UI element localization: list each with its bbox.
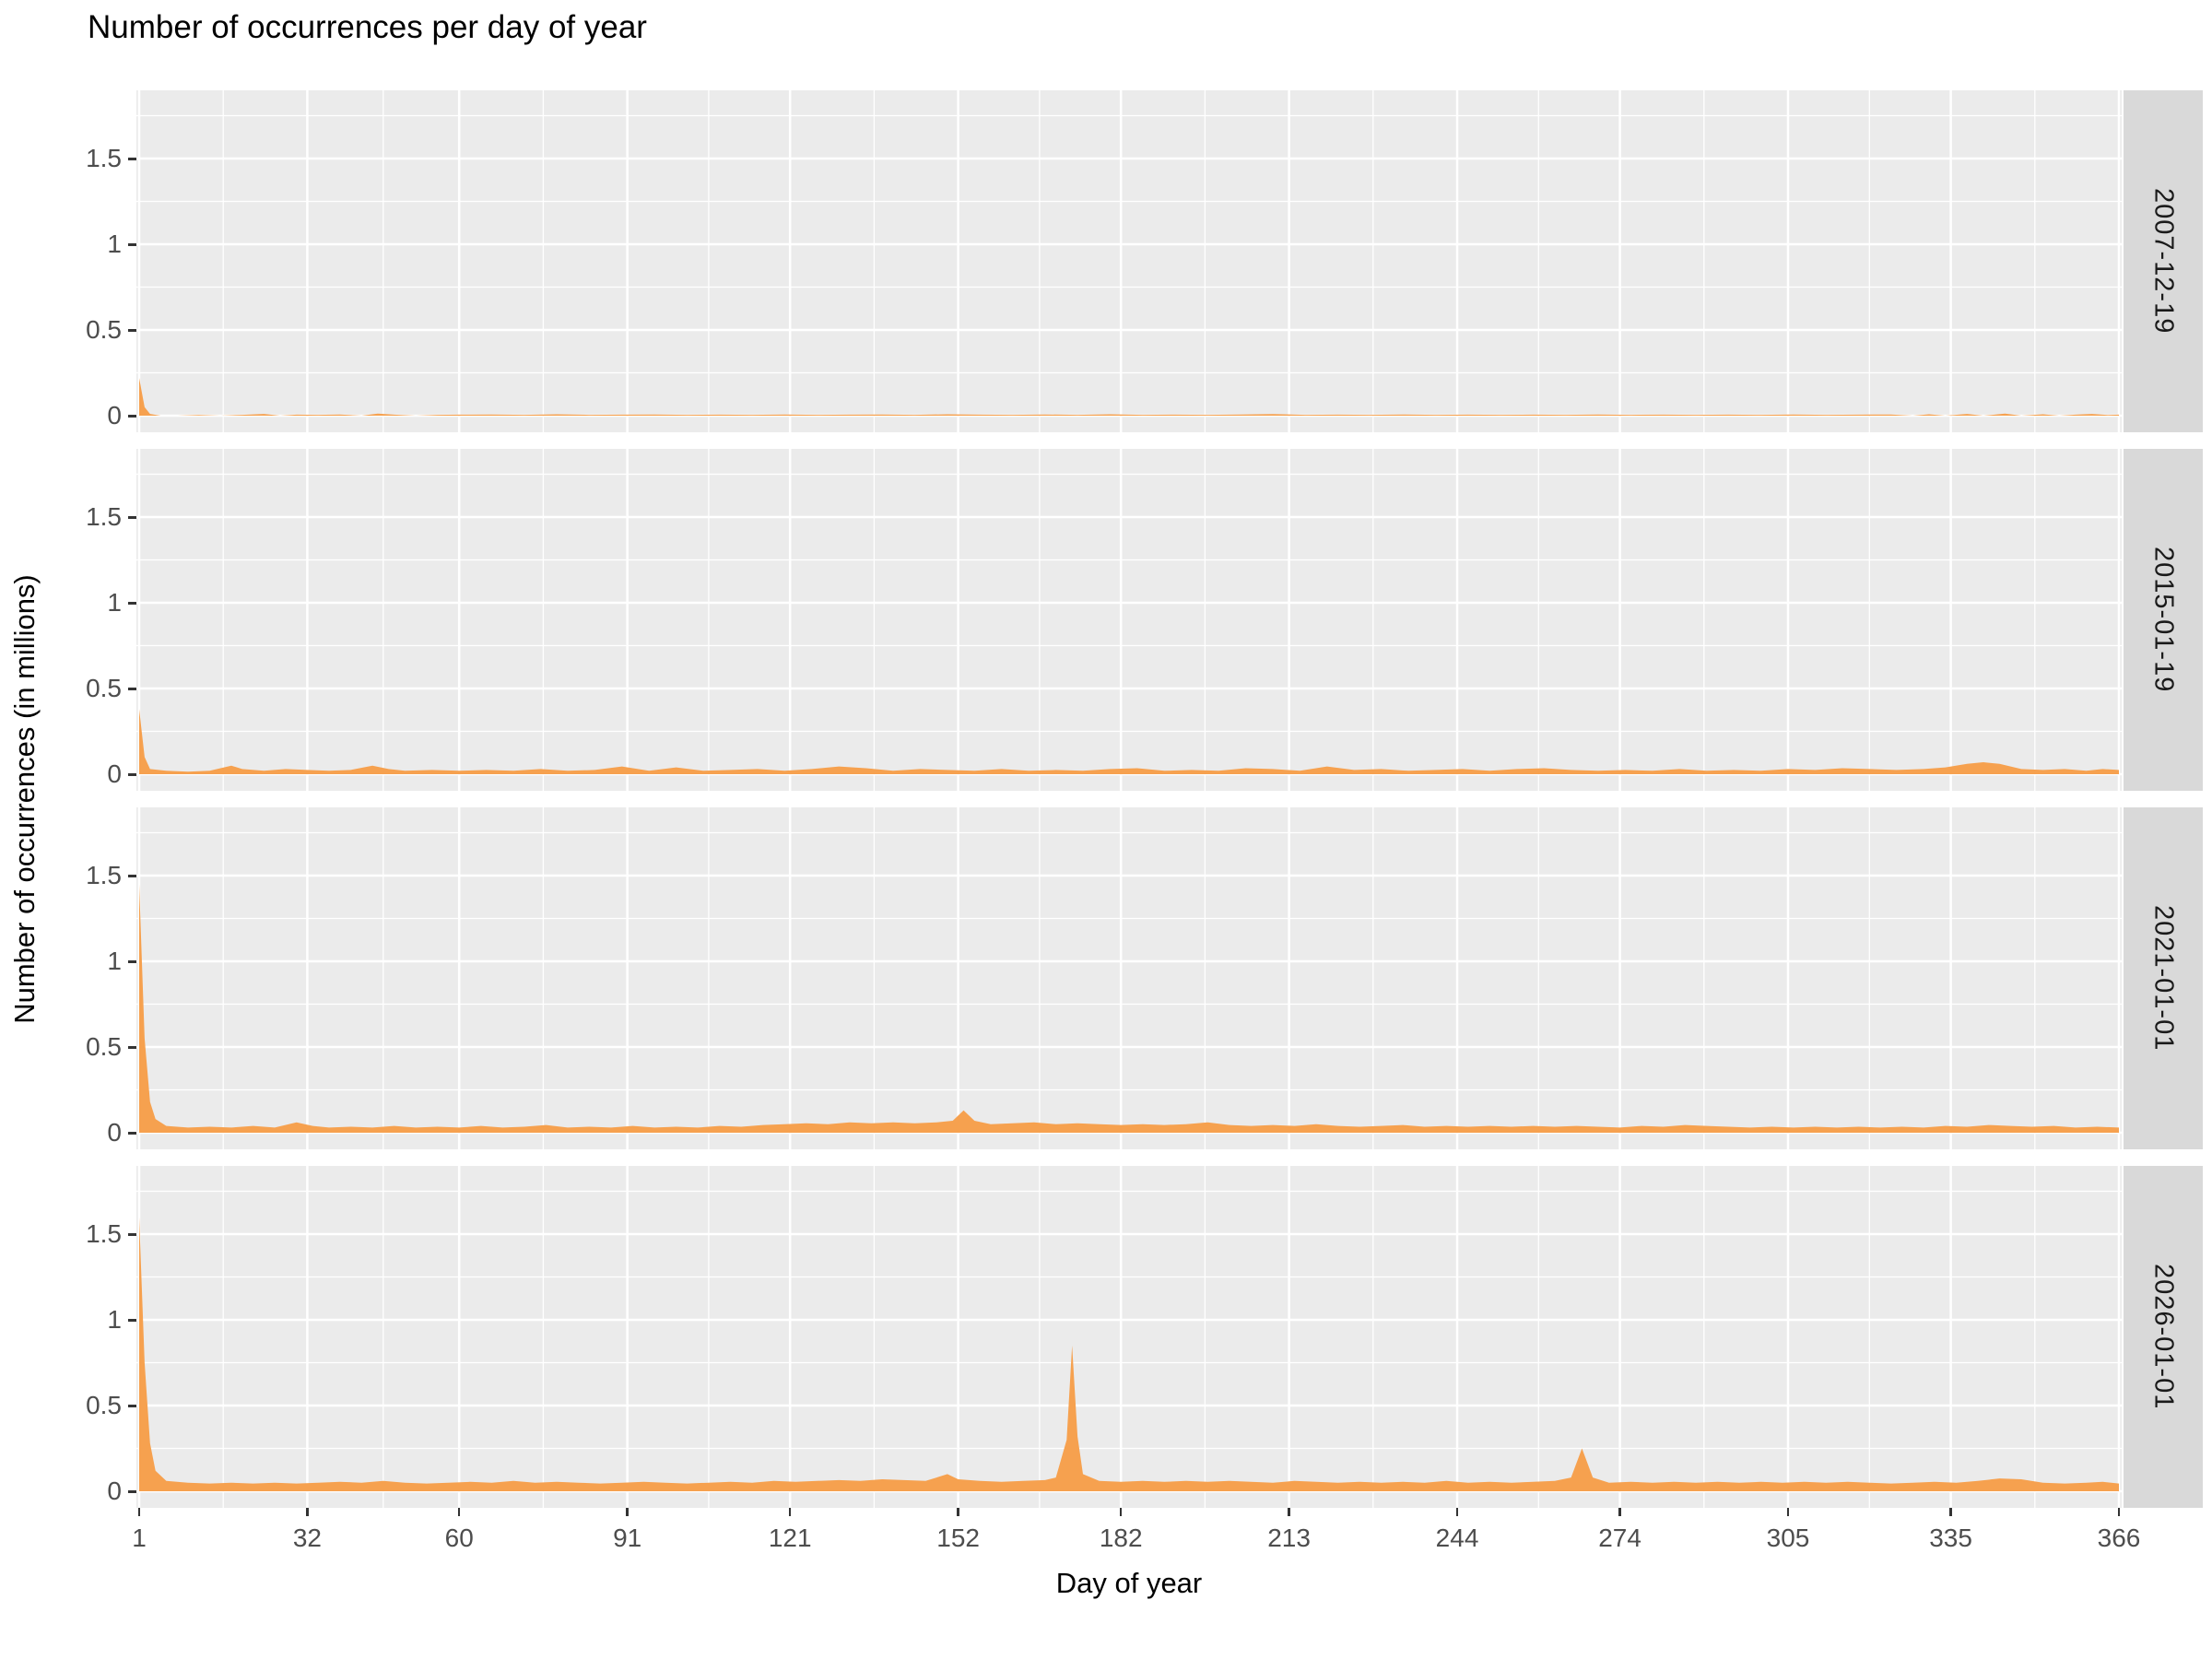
y-tick-mark: [128, 688, 136, 690]
y-tick-label: 1.5: [86, 502, 122, 531]
y-axis-title: Number of occurrences (in millions): [8, 574, 41, 1024]
y-tick-mark: [128, 1046, 136, 1049]
x-tick-mark: [1455, 1508, 1459, 1516]
panel-background: [136, 449, 2122, 791]
y-tick-label: 0: [107, 759, 122, 788]
y-tick-mark: [128, 602, 136, 605]
x-tick-label: 121: [768, 1524, 812, 1552]
x-tick-label: 60: [444, 1524, 474, 1552]
facet-strip-label: 2026-01-01: [2148, 1264, 2179, 1410]
y-tick-label: 0.5: [86, 674, 122, 702]
panel-background: [136, 1166, 2122, 1508]
x-tick-mark: [137, 1508, 141, 1516]
x-tick-mark: [1786, 1508, 1790, 1516]
y-tick-label: 0: [107, 401, 122, 429]
y-tick-mark: [128, 773, 136, 776]
x-tick-mark: [957, 1508, 959, 1516]
x-tick-label: 1: [132, 1524, 147, 1552]
y-tick-label: 1.5: [86, 144, 122, 172]
y-tick-label: 1.5: [86, 1219, 122, 1248]
x-tick-label: 213: [1267, 1524, 1311, 1552]
y-tick-label: 1: [107, 1305, 122, 1334]
x-tick-label: 335: [1929, 1524, 1972, 1552]
y-tick-label: 0.5: [86, 1391, 122, 1419]
y-tick-mark: [128, 960, 136, 963]
x-tick-label: 305: [1766, 1524, 1810, 1552]
x-tick-mark: [1288, 1508, 1290, 1516]
facet-strip: 2015-01-19: [2124, 449, 2203, 791]
x-tick-label: 91: [613, 1524, 642, 1552]
x-axis-title: Day of year: [1055, 1567, 1203, 1599]
y-tick-mark: [128, 243, 136, 246]
x-tick-mark: [306, 1508, 309, 1516]
facet-strip: 2007-12-19: [2124, 90, 2203, 432]
x-tick-label: 366: [2097, 1524, 2141, 1552]
y-tick-label: 0: [107, 1118, 122, 1147]
y-tick-mark: [128, 415, 136, 418]
facet-strip: 2026-01-01: [2124, 1166, 2203, 1508]
x-tick-label: 244: [1435, 1524, 1479, 1552]
y-tick-label: 1.5: [86, 861, 122, 889]
facet-strip-label: 2015-01-19: [2148, 547, 2179, 693]
y-tick-label: 1: [107, 229, 122, 258]
x-tick-label: 32: [292, 1524, 322, 1552]
y-tick-mark: [128, 1132, 136, 1135]
y-tick-label: 0: [107, 1477, 122, 1505]
x-tick-label: 274: [1598, 1524, 1641, 1552]
y-tick-mark: [128, 1233, 136, 1236]
panel-background: [136, 90, 2122, 432]
y-tick-label: 0.5: [86, 315, 122, 344]
y-tick-mark: [128, 158, 136, 160]
x-tick-label: 152: [936, 1524, 980, 1552]
x-tick-mark: [626, 1508, 629, 1516]
panel-background: [136, 807, 2122, 1149]
facet-panel-2021-01-01: [136, 807, 2122, 1149]
y-tick-label: 1: [107, 947, 122, 975]
facet-panel-2026-01-01: [136, 1166, 2122, 1508]
facet-strip-label: 2021-01-01: [2148, 905, 2179, 1052]
x-tick-mark: [788, 1508, 792, 1516]
x-tick-label: 182: [1099, 1524, 1143, 1552]
facet-strip-label: 2007-12-19: [2148, 188, 2179, 335]
y-tick-mark: [128, 329, 136, 332]
y-tick-mark: [128, 1490, 136, 1493]
facet-panel-2015-01-19: [136, 449, 2122, 791]
chart-title: Number of occurrences per day of year: [88, 9, 647, 45]
y-tick-mark: [128, 875, 136, 877]
facet-panel-2007-12-19: [136, 90, 2122, 432]
y-tick-mark: [128, 516, 136, 519]
x-tick-mark: [2117, 1508, 2121, 1516]
facet-strip: 2021-01-01: [2124, 807, 2203, 1149]
x-tick-mark: [1618, 1508, 1621, 1516]
y-tick-mark: [128, 1319, 136, 1322]
y-tick-label: 1: [107, 588, 122, 617]
x-tick-mark: [457, 1508, 461, 1516]
y-tick-label: 0.5: [86, 1032, 122, 1061]
y-tick-mark: [128, 1405, 136, 1407]
x-tick-mark: [1119, 1508, 1123, 1516]
x-tick-mark: [1949, 1508, 1952, 1516]
